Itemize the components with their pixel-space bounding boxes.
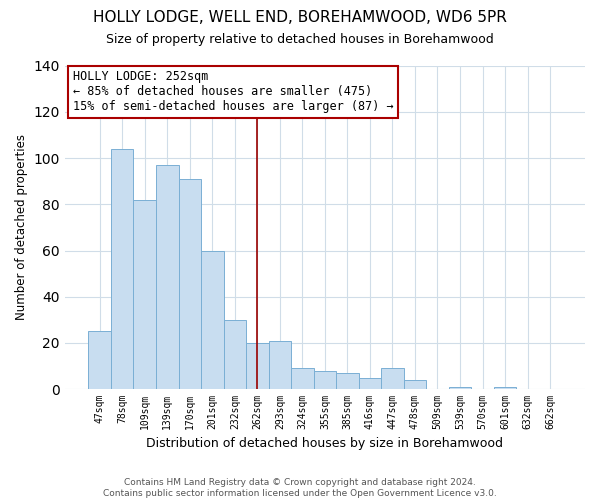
Bar (381, 368, 404, 389)
Bar (494, 387, 517, 389)
Text: HOLLY LODGE: 252sqm
← 85% of detached houses are smaller (475)
15% of semi-detac: HOLLY LODGE: 252sqm ← 85% of detached ho… (73, 70, 393, 114)
Bar (133, 200, 156, 389)
Bar (179, 179, 201, 389)
Bar (269, 340, 291, 389)
Bar (449, 387, 471, 389)
X-axis label: Distribution of detached houses by size in Borehamwood: Distribution of detached houses by size … (146, 437, 503, 450)
Bar (314, 371, 336, 389)
Y-axis label: Number of detached properties: Number of detached properties (15, 134, 28, 320)
Bar (201, 250, 224, 389)
Bar (246, 343, 269, 389)
Text: HOLLY LODGE, WELL END, BOREHAMWOOD, WD6 5PR: HOLLY LODGE, WELL END, BOREHAMWOOD, WD6 … (93, 10, 507, 25)
Bar (111, 149, 133, 389)
Bar (359, 378, 381, 389)
Bar (88, 332, 111, 389)
Bar (291, 368, 314, 389)
Bar (156, 165, 179, 389)
Text: Contains HM Land Registry data © Crown copyright and database right 2024.
Contai: Contains HM Land Registry data © Crown c… (103, 478, 497, 498)
Text: Size of property relative to detached houses in Borehamwood: Size of property relative to detached ho… (106, 32, 494, 46)
Bar (336, 373, 359, 389)
Bar (404, 380, 426, 389)
Bar (224, 320, 246, 389)
